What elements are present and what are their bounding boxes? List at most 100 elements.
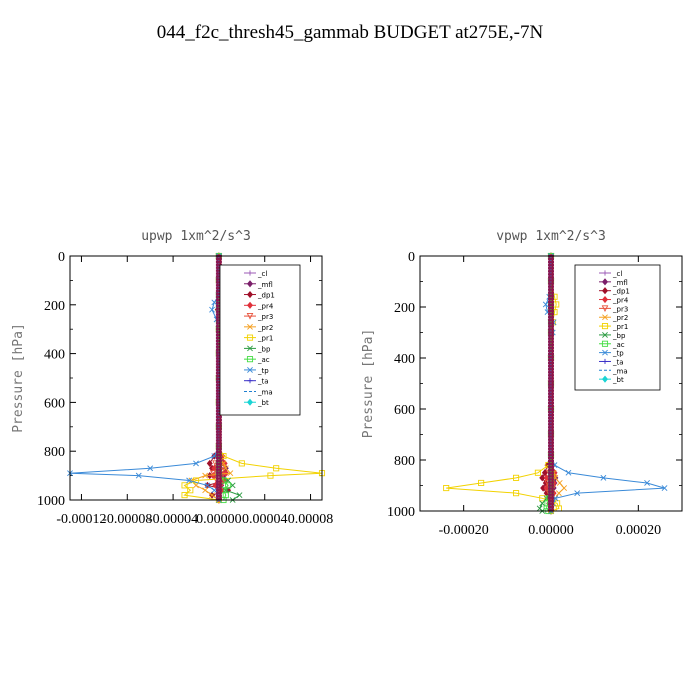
legend-entry: _ac	[257, 356, 270, 364]
x-tick-label: 0.00000	[196, 512, 242, 527]
legend-marker	[247, 345, 253, 352]
data-point-pr1	[181, 492, 188, 499]
legend-marker	[602, 314, 608, 321]
data-point-pr2	[202, 472, 209, 479]
legend-entry: _dp1	[257, 292, 275, 300]
data-point-pr2	[202, 487, 209, 494]
x-tick-label: -0.00004	[148, 512, 198, 527]
chart-panel-1: upwp 1xm^2/s^3 Pressure [hPa] 0 200 400 600 80…	[11, 229, 333, 527]
legend-entry: _pr2	[257, 324, 273, 332]
x-tick-label: 0.00008	[288, 512, 334, 527]
legend-marker	[246, 356, 254, 363]
y-tick-label: 400	[44, 348, 65, 363]
data-point-ac	[225, 482, 232, 489]
legend-entry: _mfl	[257, 281, 273, 289]
data-point-dp1	[541, 469, 548, 477]
x-tick-label: 0.00000	[528, 523, 574, 538]
legend-marker	[246, 313, 254, 320]
legend-entry: _cl	[612, 270, 622, 278]
legend-marker	[602, 278, 608, 286]
y-axis-label: Pressure [hPa]	[11, 323, 26, 433]
data-point-pr3	[209, 470, 217, 477]
data-point-pr2	[193, 482, 199, 489]
data-point-pr1	[267, 472, 274, 479]
series-line-tp	[69, 256, 225, 500]
y-tick-label: 800	[394, 454, 415, 469]
legend-marker	[247, 378, 253, 384]
data-point-tp	[574, 490, 581, 497]
y-tick-label: 600	[394, 403, 415, 418]
data-point-tp	[209, 306, 215, 313]
data-point-pr1	[534, 469, 541, 476]
legend-entry: _ac	[612, 341, 625, 349]
legend-entry: _ma	[257, 388, 273, 396]
legend-marker	[247, 280, 253, 288]
y-tick-label: 200	[44, 299, 65, 314]
legend-marker	[602, 287, 608, 295]
legend-entry: _bt	[612, 376, 624, 384]
data-point-tp	[661, 485, 668, 491]
legend-entry: _mfl	[612, 279, 628, 287]
legend-marker	[247, 398, 253, 406]
legend-box	[219, 264, 301, 416]
data-point-tp	[211, 487, 218, 494]
plot-frame	[419, 255, 683, 512]
legend-box	[574, 264, 661, 391]
legend-entry: _pr3	[257, 313, 273, 321]
x-tick-label: -0.00012	[56, 512, 106, 527]
plot-frame	[69, 255, 323, 501]
data-point-pr1	[192, 477, 200, 484]
data-point-dp1	[539, 474, 546, 482]
y-tick-label: 0	[408, 250, 415, 265]
y-tick-label: 800	[44, 445, 65, 460]
data-point-tp	[644, 480, 650, 486]
legend-marker	[602, 349, 608, 356]
chart-panel-2: vpwp 1xm^2/s^3 Pressure [hPa] 0 200 400 600 80…	[361, 229, 683, 538]
y-tick-label: 0	[58, 250, 65, 265]
legend-marker	[247, 301, 253, 309]
y-tick-label: 1000	[387, 505, 415, 520]
legend-marker	[601, 323, 609, 330]
legend-entry: _bt	[257, 399, 269, 407]
data-point-pr2	[222, 465, 229, 472]
y-tick-label: 200	[394, 301, 415, 316]
data-point-pr1	[478, 479, 485, 487]
data-point-tp	[135, 472, 142, 479]
legend: _cl_mfl_dp1_pr4_pr3_pr2_pr1_bp_ac_tp_ta_…	[219, 264, 301, 416]
data-point-pr1	[181, 482, 188, 489]
legend-marker	[246, 334, 254, 341]
legend-entry: _pr3	[612, 305, 628, 313]
y-tick-label: 1000	[37, 494, 65, 509]
data-point-pr1	[238, 460, 245, 467]
legend-marker	[247, 367, 253, 373]
legend-entry: _ta	[612, 358, 624, 366]
legend-marker	[247, 323, 253, 330]
legend-entry: _ma	[612, 367, 628, 375]
legend-entry: _ta	[257, 378, 269, 386]
series-group	[443, 252, 668, 515]
x-tick-label: 0.00004	[242, 512, 288, 527]
data-point-pr1	[273, 465, 280, 472]
legend-marker	[602, 375, 608, 383]
legend: _cl_mfl_dp1_pr4_pr3_pr2_pr1_bp_ac_tp_ta_…	[574, 264, 661, 391]
chart-title: vpwp 1xm^2/s^3	[496, 229, 606, 244]
legend-entry: _bp	[257, 345, 271, 353]
data-point-tp	[542, 301, 549, 308]
data-point-pr1	[187, 487, 194, 494]
data-point-pr2	[209, 492, 215, 499]
legend-marker	[602, 332, 608, 338]
y-tick-label: 400	[394, 352, 415, 367]
data-point-bp	[236, 492, 243, 499]
data-point-pr2	[561, 485, 568, 491]
legend-entry: _pr1	[612, 323, 628, 331]
legend-entry: _pr4	[612, 297, 629, 305]
data-point-tp	[565, 469, 572, 476]
data-point-pr2	[227, 470, 234, 477]
data-point-pr1	[443, 485, 450, 492]
x-tick-label: -0.00008	[102, 512, 152, 527]
data-point-pr2	[556, 480, 563, 486]
data-point-pr1	[513, 490, 520, 497]
legend-marker	[602, 295, 608, 304]
legend-marker	[601, 340, 609, 347]
